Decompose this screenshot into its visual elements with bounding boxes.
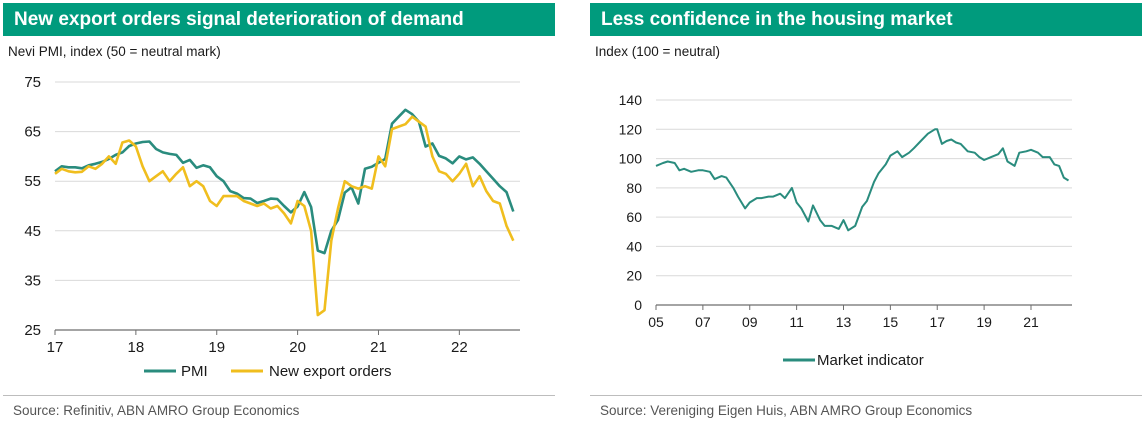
- y-tick-label: 65: [24, 124, 41, 141]
- x-tick-label: 11: [789, 314, 804, 330]
- y-tick-label: 35: [24, 272, 41, 289]
- chart-panel-export-orders: New export orders signal deterioration o…: [3, 0, 555, 430]
- chart-subtitle: Index (100 = neutral): [595, 44, 720, 59]
- source-divider: [590, 395, 1142, 396]
- series-line-new-export-orders: [54, 115, 515, 317]
- y-tick-label: 120: [619, 121, 643, 137]
- chart-source: Source: Refinitiv, ABN AMRO Group Econom…: [13, 403, 300, 418]
- legend-label: Market indicator: [817, 352, 924, 369]
- chart-source: Source: Vereniging Eigen Huis, ABN AMRO …: [600, 403, 973, 418]
- x-tick-label: 19: [976, 314, 992, 330]
- x-tick-label: 21: [1023, 314, 1039, 330]
- y-tick-label: 60: [626, 209, 642, 225]
- y-tick-label: 45: [24, 223, 41, 240]
- legend-label: New export orders: [269, 363, 392, 380]
- x-tick-label: 07: [695, 314, 711, 330]
- series-line-market-indicator: [655, 128, 1070, 232]
- pmi-line-chart: 75 65 55 45 35 25 17 18 19 20 21 22 PMI New export or…: [24, 74, 520, 380]
- x-tick-label: 19: [208, 339, 225, 356]
- source-divider: [3, 395, 555, 396]
- x-tick-label: 13: [836, 314, 852, 330]
- y-tick-label: 55: [24, 173, 41, 190]
- x-tick-label: 15: [883, 314, 899, 330]
- y-tick-label: 75: [24, 74, 41, 91]
- y-tick-label: 80: [626, 180, 642, 196]
- x-tick-label: 20: [289, 339, 306, 356]
- housing-line-chart: 140 120 100 80 60 40 20 0 05 07 09 11 13 15 17 19 21 Mark…: [619, 92, 1072, 369]
- y-tick-label: 100: [619, 151, 643, 167]
- chart-title: New export orders signal deterioration o…: [3, 3, 555, 36]
- chart-subtitle: Nevi PMI, index (50 = neutral mark): [8, 44, 221, 59]
- chart-panel-housing-market: Less confidence in the housing market In…: [590, 0, 1142, 430]
- x-tick-label: 21: [370, 339, 387, 356]
- legend-label: PMI: [181, 363, 208, 380]
- x-tick-label: 09: [742, 314, 758, 330]
- y-tick-label: 20: [626, 268, 642, 284]
- y-tick-label: 0: [634, 297, 642, 313]
- series-line-pmi: [54, 108, 515, 255]
- y-tick-label: 40: [626, 238, 642, 254]
- x-tick-label: 22: [451, 339, 468, 356]
- x-tick-label: 17: [47, 339, 64, 356]
- chart-title: Less confidence in the housing market: [590, 3, 1142, 36]
- x-tick-label: 18: [128, 339, 145, 356]
- x-tick-label: 05: [648, 314, 664, 330]
- y-tick-label: 140: [619, 92, 643, 108]
- y-tick-label: 25: [24, 322, 41, 339]
- x-tick-label: 17: [929, 314, 945, 330]
